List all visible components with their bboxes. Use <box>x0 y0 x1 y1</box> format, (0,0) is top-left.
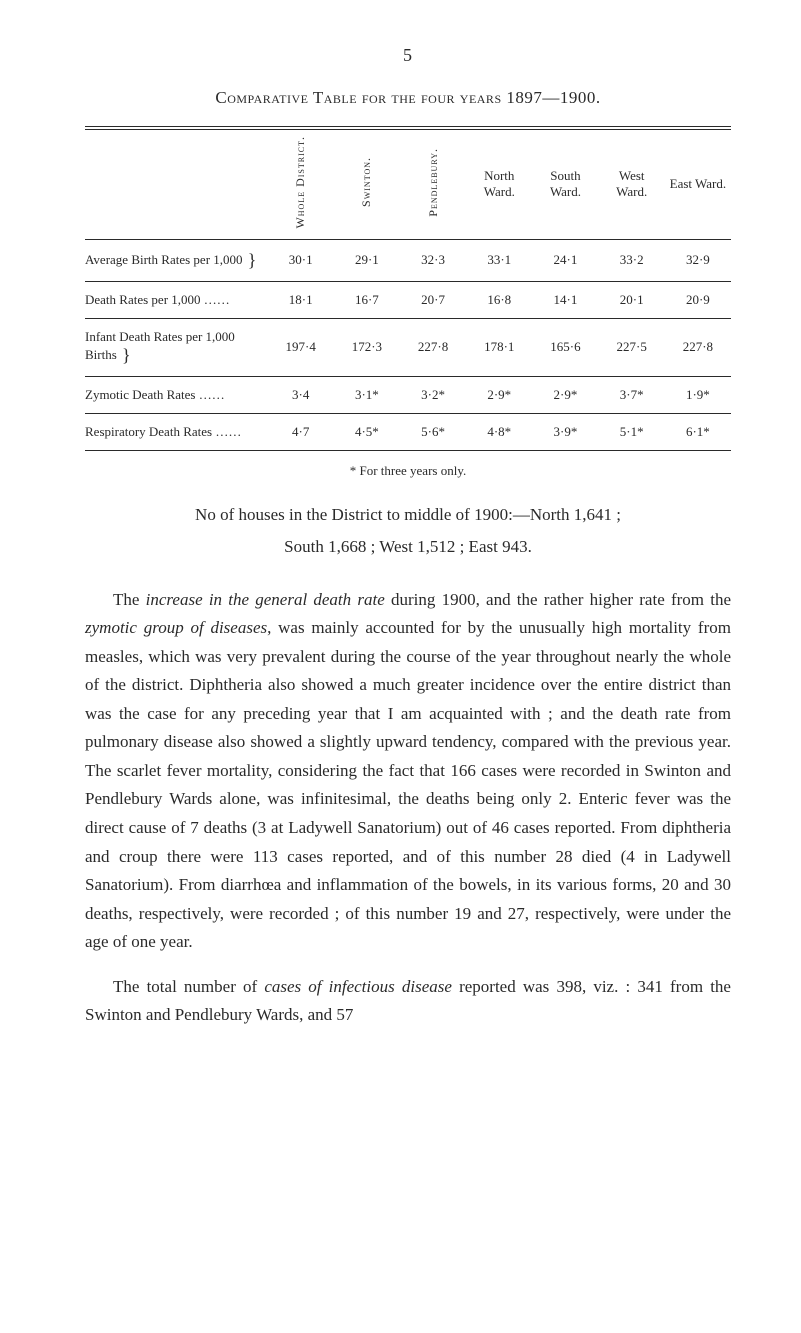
table-row: Death Rates per 1,000 ……18·116·720·716·8… <box>85 281 731 318</box>
table-cell: 227·8 <box>400 318 466 376</box>
table-cell: 4·8* <box>466 413 532 450</box>
table-cell: 32·9 <box>665 239 731 281</box>
table-cell: 3·2* <box>400 376 466 413</box>
page-number: 5 <box>85 45 731 66</box>
table-cell: 29·1 <box>334 239 400 281</box>
leader-dots: …… <box>204 292 230 307</box>
table-cell: 20·1 <box>599 281 665 318</box>
table-header-row: Whole District. Swinton. Pendlebury. Nor… <box>85 128 731 239</box>
row-label: Infant Death Rates per 1,000 Births } <box>85 318 268 376</box>
table-cell: 3·9* <box>532 413 598 450</box>
table-cell: 1·9* <box>665 376 731 413</box>
col-label: Swinton. <box>359 157 374 207</box>
table-cell: 20·9 <box>665 281 731 318</box>
table-cell: 6·1* <box>665 413 731 450</box>
table-cell: 14·1 <box>532 281 598 318</box>
col-label: East Ward. <box>670 176 726 191</box>
row-label: Respiratory Death Rates …… <box>85 413 268 450</box>
table-cell: 33·2 <box>599 239 665 281</box>
table-cell: 172·3 <box>334 318 400 376</box>
table-cell: 16·7 <box>334 281 400 318</box>
table-title: Comparative Table for the four years 189… <box>85 88 731 108</box>
col-whole-district: Whole District. <box>268 128 334 239</box>
table-cell: 32·3 <box>400 239 466 281</box>
table-body: Average Birth Rates per 1,000 }30·129·13… <box>85 239 731 450</box>
table-cell: 18·1 <box>268 281 334 318</box>
table-header-blank <box>85 128 268 239</box>
houses-line-2: South 1,668 ; West 1,512 ; East 943. <box>85 533 731 562</box>
col-label: North Ward. <box>484 168 515 199</box>
table-cell: 5·6* <box>400 413 466 450</box>
col-label: West Ward. <box>616 168 647 199</box>
table-cell: 20·7 <box>400 281 466 318</box>
leader-dots: …… <box>199 387 225 402</box>
table-cell: 227·5 <box>599 318 665 376</box>
table-cell: 3·1* <box>334 376 400 413</box>
table-row: Zymotic Death Rates ……3·43·1*3·2*2·9*2·9… <box>85 376 731 413</box>
table-cell: 3·7* <box>599 376 665 413</box>
table-row: Infant Death Rates per 1,000 Births }197… <box>85 318 731 376</box>
table-cell: 197·4 <box>268 318 334 376</box>
col-pendlebury: Pendlebury. <box>400 128 466 239</box>
col-south-ward: South Ward. <box>532 128 598 239</box>
table-cell: 165·6 <box>532 318 598 376</box>
table-cell: 227·8 <box>665 318 731 376</box>
col-label: South Ward. <box>550 168 581 199</box>
table-cell: 5·1* <box>599 413 665 450</box>
brace-icon: } <box>122 345 131 366</box>
col-swinton: Swinton. <box>334 128 400 239</box>
table-cell: 16·8 <box>466 281 532 318</box>
table-cell: 30·1 <box>268 239 334 281</box>
leader-dots: …… <box>215 424 241 439</box>
col-west-ward: West Ward. <box>599 128 665 239</box>
table-cell: 24·1 <box>532 239 598 281</box>
comparative-table: Whole District. Swinton. Pendlebury. Nor… <box>85 126 731 451</box>
table-footnote: * For three years only. <box>85 463 731 479</box>
table-cell: 3·4 <box>268 376 334 413</box>
body-paragraph-1: The increase in the general death rate d… <box>85 586 731 957</box>
table-cell: 4·7 <box>268 413 334 450</box>
table-cell: 178·1 <box>466 318 532 376</box>
table-cell: 2·9* <box>532 376 598 413</box>
houses-line-1: No of houses in the District to middle o… <box>85 501 731 530</box>
col-east-ward: East Ward. <box>665 128 731 239</box>
col-label: Pendlebury. <box>426 148 441 217</box>
row-label: Death Rates per 1,000 …… <box>85 281 268 318</box>
table-row: Respiratory Death Rates ……4·74·5*5·6*4·8… <box>85 413 731 450</box>
body-paragraph-2: The total number of cases of infectious … <box>85 973 731 1030</box>
table-row: Average Birth Rates per 1,000 }30·129·13… <box>85 239 731 281</box>
col-label: Whole District. <box>293 136 308 229</box>
row-label: Average Birth Rates per 1,000 } <box>85 239 268 281</box>
col-north-ward: North Ward. <box>466 128 532 239</box>
table-cell: 33·1 <box>466 239 532 281</box>
table-cell: 4·5* <box>334 413 400 450</box>
row-label: Zymotic Death Rates …… <box>85 376 268 413</box>
table-cell: 2·9* <box>466 376 532 413</box>
page: 5 Comparative Table for the four years 1… <box>0 0 801 1333</box>
brace-icon: } <box>248 250 257 271</box>
